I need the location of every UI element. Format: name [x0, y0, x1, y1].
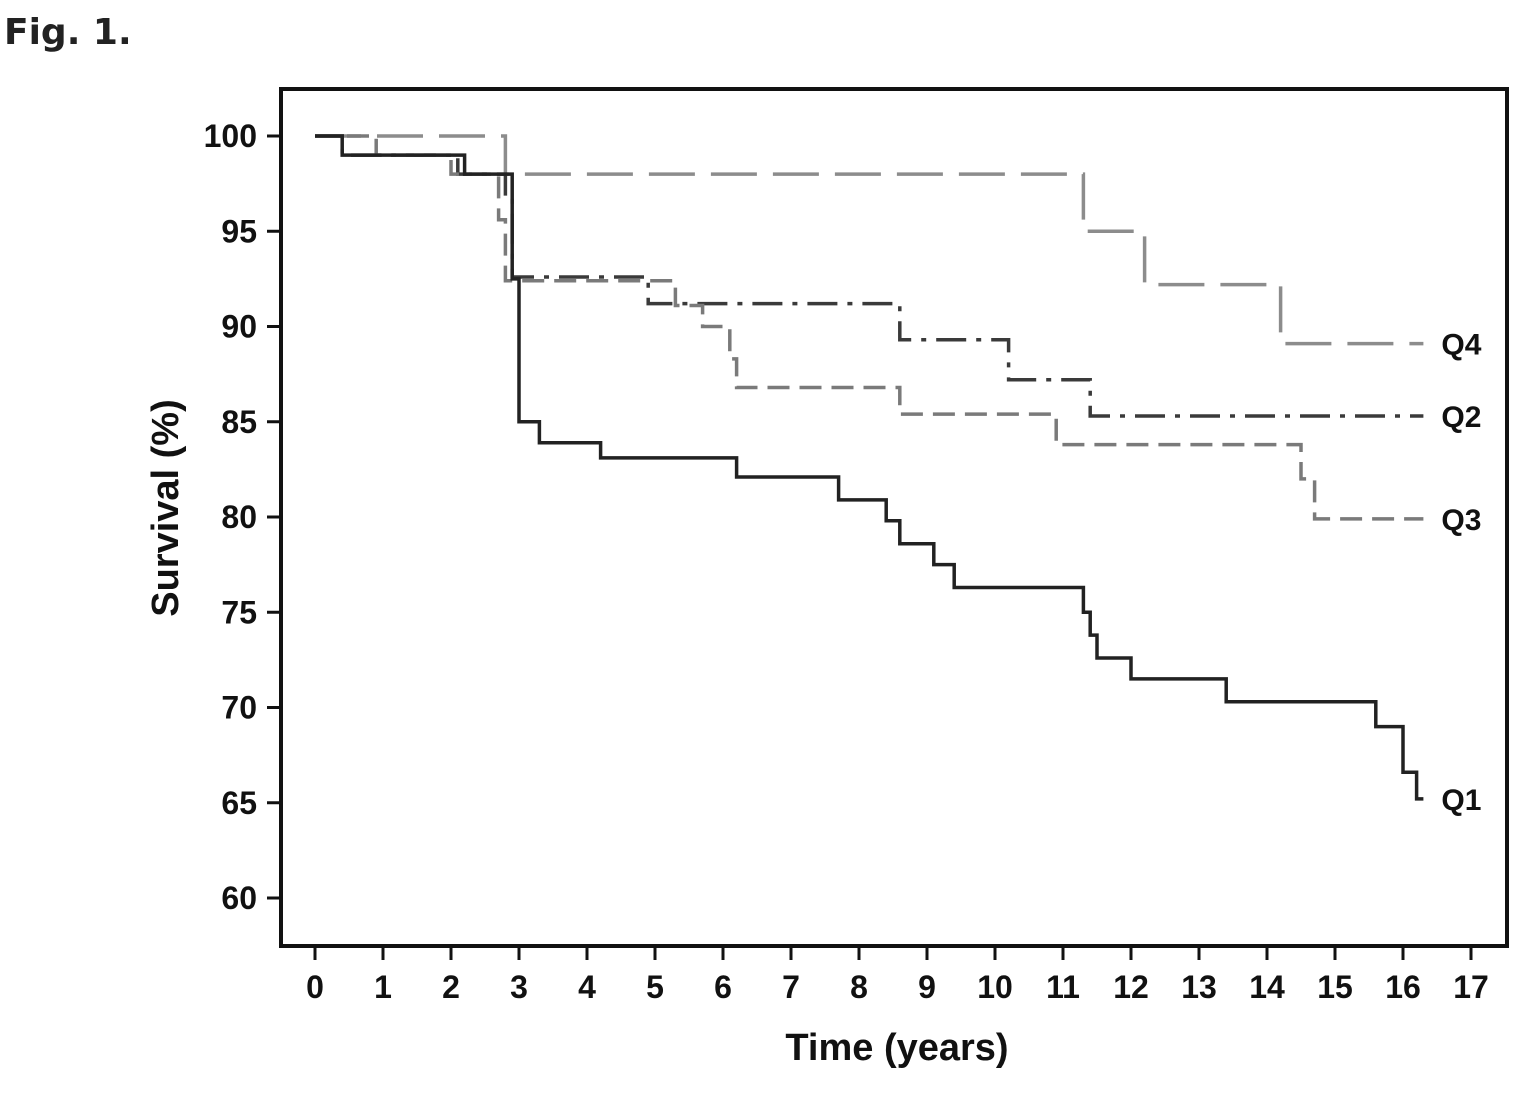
series-label-q3: Q3: [1441, 504, 1481, 537]
y-tick-label: 85: [221, 404, 257, 440]
x-tick-label: 4: [578, 969, 596, 1005]
series-line-q4: [315, 134, 1424, 346]
series-labels: Q4 Q2 Q3 Q1: [1441, 329, 1481, 817]
x-tick-label: 16: [1385, 969, 1421, 1005]
x-tick-label: 6: [714, 969, 732, 1005]
x-tick-label: 5: [646, 969, 664, 1005]
y-tick-label: 90: [221, 309, 257, 345]
x-tick-label: 9: [918, 969, 936, 1005]
x-tick-label: 3: [510, 969, 528, 1005]
y-axis-ticks: 60 65 70 75 80 85 90 95 100: [204, 118, 281, 916]
series-line-q3: [315, 134, 1424, 521]
x-tick-label: 15: [1317, 969, 1353, 1005]
x-tick-label: 7: [782, 969, 800, 1005]
x-tick-label: 17: [1453, 969, 1489, 1005]
y-tick-label: 95: [221, 213, 257, 249]
y-tick-label: 75: [221, 594, 257, 630]
y-tick-label: 100: [204, 118, 257, 154]
y-axis-title: Survival (%): [145, 399, 187, 617]
series-label-q4: Q4: [1441, 329, 1481, 362]
x-tick-label: 10: [977, 969, 1013, 1005]
series-label-q1: Q1: [1441, 784, 1481, 817]
series-label-q2: Q2: [1441, 401, 1481, 434]
y-tick-label: 65: [221, 785, 257, 821]
x-tick-label: 0: [306, 969, 324, 1005]
series-line-q2: [315, 134, 1424, 418]
y-tick-label: 80: [221, 499, 257, 535]
x-tick-label: 11: [1046, 969, 1080, 1005]
x-tick-label: 13: [1181, 969, 1217, 1005]
x-tick-label: 1: [374, 969, 392, 1005]
x-tick-label: 2: [442, 969, 460, 1005]
y-tick-label: 60: [221, 880, 257, 916]
series-layer: [315, 134, 1424, 801]
x-tick-label: 14: [1249, 969, 1285, 1005]
x-tick-label: 8: [850, 969, 868, 1005]
x-axis-title: Time (years): [785, 1027, 1008, 1069]
y-tick-label: 70: [221, 690, 257, 726]
figure-label: Fig. 1.: [4, 12, 132, 53]
series-line-q1: [315, 134, 1424, 801]
x-tick-label: 12: [1113, 969, 1149, 1005]
x-axis-ticks: 0 1 2 3 4 5 6 7 8 9 10 11 12 13 14 15 16 17: [306, 946, 1489, 1005]
